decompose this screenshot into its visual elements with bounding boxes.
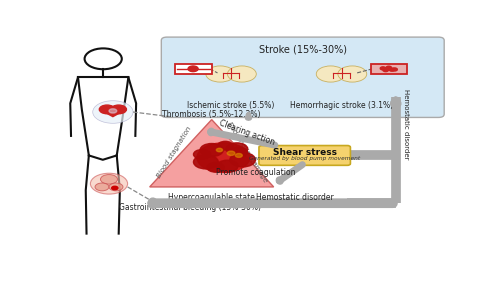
Text: Hypercoagulable state: Hypercoagulable state	[168, 193, 255, 202]
Polygon shape	[100, 110, 126, 117]
Text: Hemostatic disorder: Hemostatic disorder	[256, 193, 334, 202]
Circle shape	[194, 155, 218, 169]
Circle shape	[386, 66, 392, 69]
FancyBboxPatch shape	[370, 63, 408, 74]
Circle shape	[111, 105, 126, 114]
Circle shape	[216, 148, 222, 152]
Circle shape	[188, 66, 198, 72]
Circle shape	[380, 67, 386, 70]
Circle shape	[230, 147, 248, 157]
Circle shape	[95, 183, 109, 191]
Text: Endothelial damage: Endothelial damage	[226, 121, 268, 184]
Circle shape	[228, 66, 256, 82]
Circle shape	[230, 153, 256, 167]
Circle shape	[200, 144, 224, 157]
FancyBboxPatch shape	[175, 63, 212, 74]
Circle shape	[206, 66, 234, 82]
Text: Gastrointestinal bleeding (15%-30%): Gastrointestinal bleeding (15%-30%)	[120, 203, 262, 212]
Circle shape	[112, 186, 118, 190]
Circle shape	[338, 66, 366, 82]
Text: Hemostatic disorder: Hemostatic disorder	[404, 89, 409, 159]
Text: Stroke (15%-30%): Stroke (15%-30%)	[259, 45, 347, 55]
Text: Generated by blood pump movement: Generated by blood pump movement	[249, 156, 360, 161]
Text: Hemorrhagic stroke (3.1%): Hemorrhagic stroke (3.1%)	[290, 101, 393, 110]
Circle shape	[194, 149, 210, 159]
FancyBboxPatch shape	[259, 146, 350, 165]
Circle shape	[392, 68, 398, 71]
Circle shape	[100, 105, 115, 114]
Circle shape	[197, 143, 250, 172]
Circle shape	[92, 101, 133, 123]
Text: Shear stress: Shear stress	[272, 148, 336, 157]
Circle shape	[216, 160, 238, 172]
Circle shape	[383, 69, 388, 72]
Circle shape	[227, 151, 235, 155]
Text: Promote coagulation: Promote coagulation	[216, 168, 296, 177]
Text: Ischemic stroke (5.5%): Ischemic stroke (5.5%)	[188, 101, 275, 110]
Text: Thrombosis (5.5%-12.2%): Thrombosis (5.5%-12.2%)	[162, 110, 261, 119]
Circle shape	[316, 66, 345, 82]
Circle shape	[218, 141, 233, 150]
Circle shape	[109, 183, 123, 191]
Circle shape	[100, 175, 117, 184]
Circle shape	[207, 163, 224, 172]
Polygon shape	[150, 120, 274, 187]
FancyBboxPatch shape	[162, 37, 444, 117]
Circle shape	[236, 153, 242, 157]
Text: Blood stagnation: Blood stagnation	[156, 125, 192, 179]
Circle shape	[226, 143, 248, 155]
Circle shape	[90, 173, 128, 194]
Text: Clearing action: Clearing action	[218, 118, 276, 147]
Circle shape	[389, 68, 394, 71]
Circle shape	[109, 109, 117, 113]
